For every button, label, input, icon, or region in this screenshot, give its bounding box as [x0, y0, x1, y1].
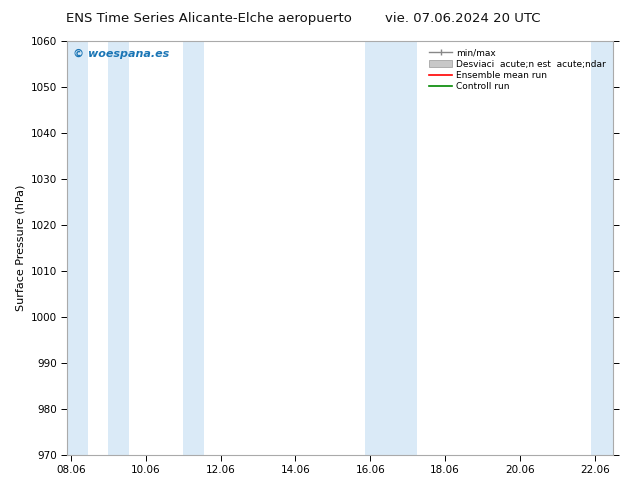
Bar	[391, 41, 417, 455]
Bar	[365, 41, 391, 455]
Text: vie. 07.06.2024 20 UTC: vie. 07.06.2024 20 UTC	[385, 12, 541, 25]
Y-axis label: Surface Pressure (hPa): Surface Pressure (hPa)	[15, 185, 25, 311]
Bar	[67, 41, 87, 455]
Bar	[183, 41, 204, 455]
Bar	[108, 41, 129, 455]
Text: © woespana.es: © woespana.es	[73, 49, 169, 59]
Text: ENS Time Series Alicante-Elche aeropuerto: ENS Time Series Alicante-Elche aeropuert…	[67, 12, 352, 25]
Bar	[591, 41, 616, 455]
Legend: min/max, Desviaci  acute;n est  acute;ndar, Ensemble mean run, Controll run: min/max, Desviaci acute;n est acute;ndar…	[427, 46, 609, 94]
